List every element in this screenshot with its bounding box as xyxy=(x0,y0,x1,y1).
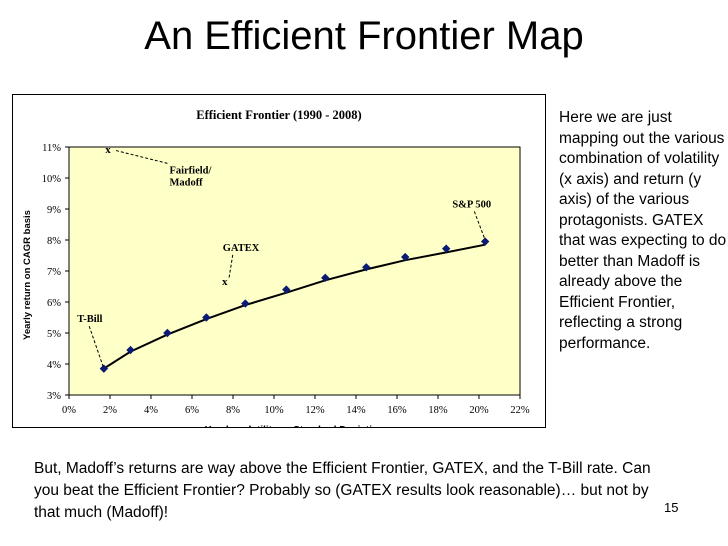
annotation-leader xyxy=(88,325,105,369)
y-tick-label: 5% xyxy=(47,329,61,340)
annotation-line: T-Bill xyxy=(77,314,102,325)
data-point xyxy=(442,244,451,253)
y-tick-label: 11% xyxy=(42,143,61,154)
annotation-label: T-Bill xyxy=(77,314,102,325)
slide-title: An Efficient Frontier Map xyxy=(144,14,584,58)
x-tick-label: 12% xyxy=(305,405,325,416)
page-number: 15 xyxy=(664,500,679,515)
x-tick-label: 16% xyxy=(387,405,407,416)
plot-area xyxy=(68,146,521,396)
y-tick-label: 9% xyxy=(47,205,61,216)
x-tick-label: 0% xyxy=(62,405,76,416)
data-point xyxy=(202,313,211,322)
x-tick-label: 10% xyxy=(264,405,284,416)
side-commentary: Here we are just mapping out the various… xyxy=(559,109,727,352)
efficient-frontier-chart: Efficient Frontier (1990 - 2008) 3% 4% 5% 6%… xyxy=(22,108,530,427)
chart-frame: Efficient Frontier (1990 - 2008) 3% 4% 5% 6%… xyxy=(12,94,546,428)
annotation-label: S&P 500 xyxy=(452,199,491,210)
x-tick-label: 14% xyxy=(346,405,366,416)
annotation-label: Fairfield/Madoff xyxy=(169,165,212,188)
y-axis-label: Yearly return on CAGR basis xyxy=(22,210,33,340)
y-tick-label: 7% xyxy=(47,267,61,278)
data-point xyxy=(241,299,250,308)
y-tick-label: 4% xyxy=(47,360,61,371)
annotation-label: GATEX xyxy=(223,243,260,254)
x-tick-label: 4% xyxy=(144,405,158,416)
x-axis-label: Yearly volatility or Standard Deviation xyxy=(205,425,385,427)
x-tick-label: 20% xyxy=(469,405,489,416)
annotation-leader xyxy=(228,254,234,279)
annotation-line: Fairfield/ xyxy=(169,165,212,176)
x-tick-label: 6% xyxy=(185,405,199,416)
data-point xyxy=(99,364,109,373)
annotation-leader xyxy=(473,211,486,241)
y-tick-label: 3% xyxy=(47,391,61,402)
x-marker: x xyxy=(105,144,111,156)
x-tick-label: 8% xyxy=(226,405,240,416)
y-tick-label: 6% xyxy=(47,298,61,309)
chart-title: Efficient Frontier (1990 - 2008) xyxy=(196,108,361,122)
data-point xyxy=(401,252,410,262)
data-point xyxy=(126,345,135,355)
bottom-commentary: But, Madoff’s returns are way above the … xyxy=(34,460,651,521)
data-point xyxy=(480,237,490,246)
x-tick-label: 22% xyxy=(510,405,530,416)
y-tick-label: 10% xyxy=(42,174,62,185)
data-point xyxy=(282,285,291,294)
annotation-line: Madoff xyxy=(169,177,203,188)
annotation-line: S&P 500 xyxy=(452,199,491,210)
annotation-line: GATEX xyxy=(223,243,260,254)
annotation-leader xyxy=(113,149,168,164)
x-tick-label: 18% xyxy=(428,405,448,416)
x-tick-label: 2% xyxy=(103,405,117,416)
x-marker: x xyxy=(222,276,228,288)
data-point xyxy=(321,273,330,283)
data-point xyxy=(163,328,172,338)
y-tick-label: 8% xyxy=(47,236,61,247)
